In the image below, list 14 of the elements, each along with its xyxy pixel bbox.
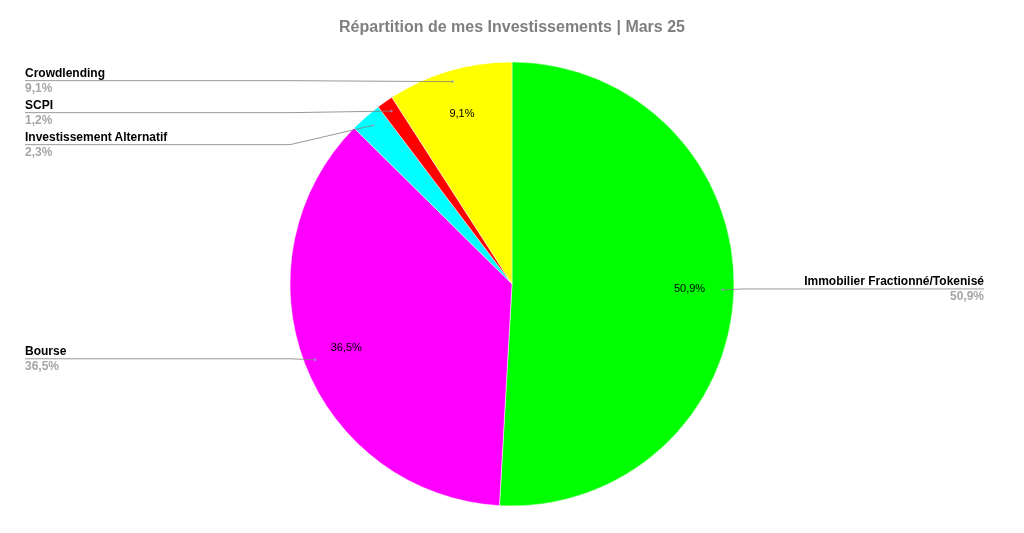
slice-label: SCPI — [25, 97, 54, 112]
data-label: 50,9% — [949, 288, 985, 303]
text: 36,5% — [330, 340, 362, 353]
slice-label: Investissement Alternatif — [25, 129, 169, 144]
data-label: 36,5% — [25, 358, 60, 373]
chart-title: Répartition de mes Investissements | Mars 25 — [339, 18, 686, 35]
slice-label: Bourse — [25, 343, 67, 358]
slice-label: Crowdlending — [25, 65, 105, 80]
slice-label: Immobilier Fractionné/Tokenisé — [804, 273, 985, 288]
data-label: 2,3% — [25, 144, 53, 159]
data-label: 1,2% — [25, 112, 53, 127]
data-label: 9,1% — [25, 80, 53, 95]
text: 9,1% — [449, 106, 475, 119]
text: 50,9% — [673, 282, 706, 295]
